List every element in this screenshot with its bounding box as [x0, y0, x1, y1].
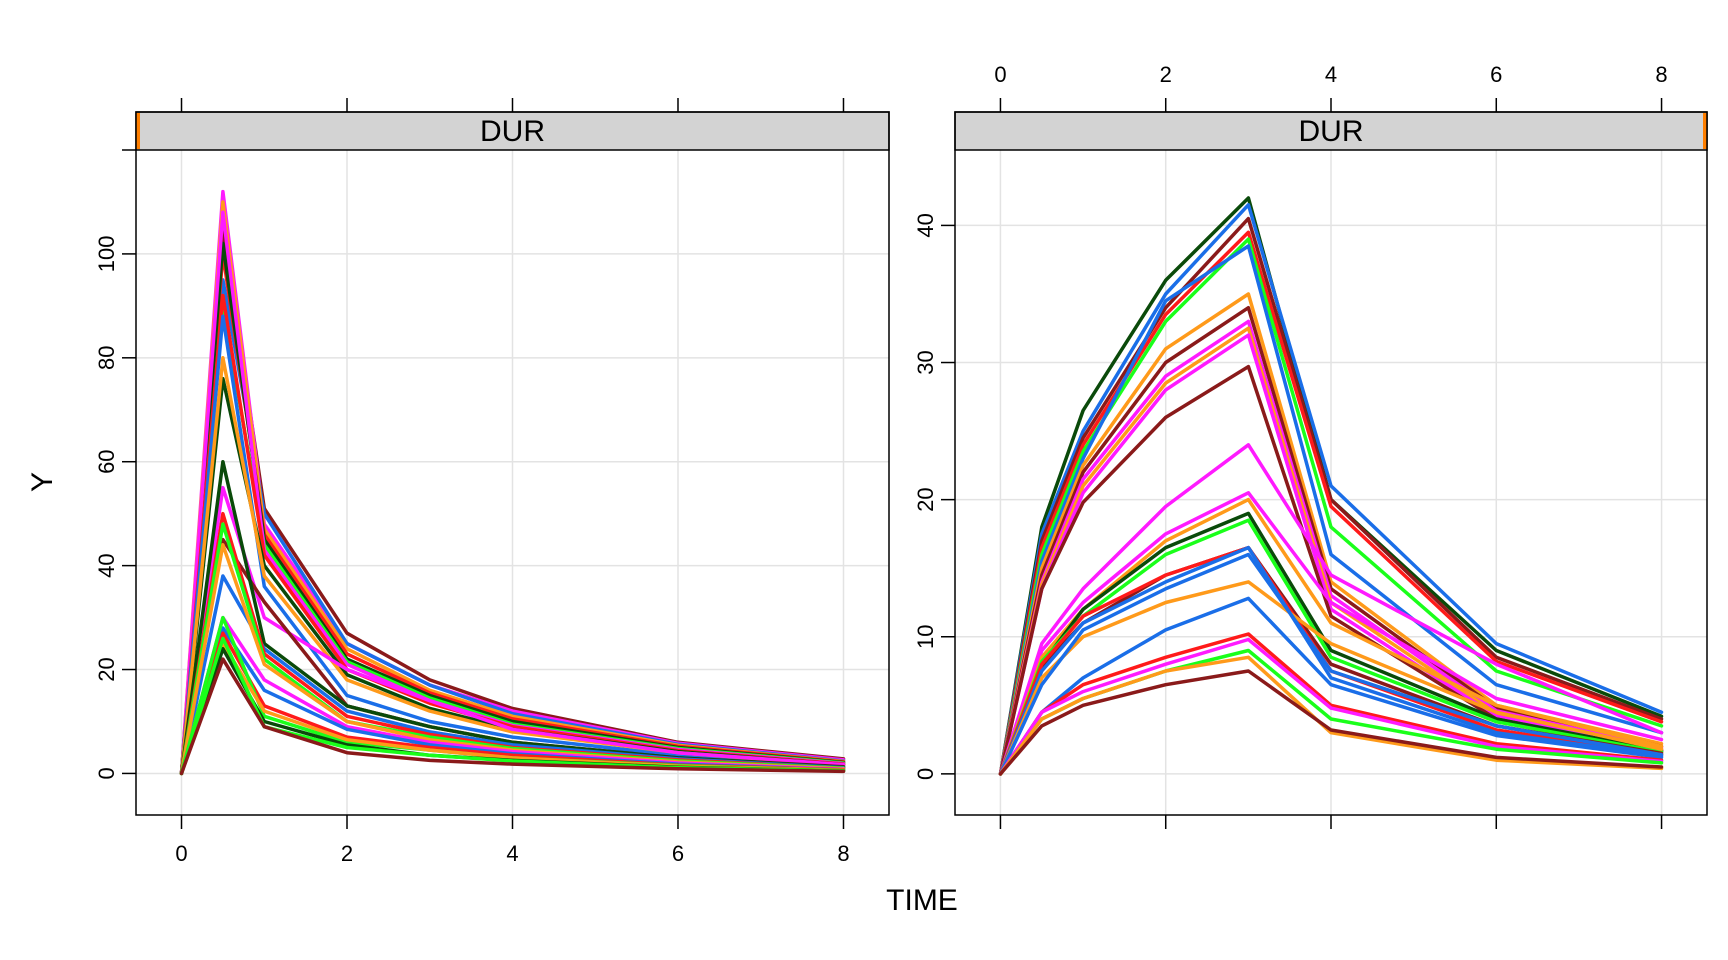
series-line [998, 669, 1664, 776]
series-line [998, 497, 1664, 776]
x-tick-label: 6 [672, 841, 684, 866]
series-line [998, 244, 1664, 776]
y-tick-label: 60 [94, 449, 119, 473]
y-tick-label: 20 [913, 487, 938, 511]
y-tick-label: 40 [94, 553, 119, 577]
series-line [998, 552, 1664, 776]
x-tick-label: 6 [1490, 62, 1502, 87]
y-tick-label: 10 [913, 625, 938, 649]
series-line [179, 485, 846, 776]
series-line [998, 326, 1664, 776]
y-tick-label: 0 [913, 768, 938, 780]
series-line [998, 580, 1664, 776]
x-tick-label: 4 [1325, 62, 1337, 87]
series-line [998, 491, 1664, 776]
series-line [998, 655, 1664, 776]
x-tick-label: 8 [1655, 62, 1667, 87]
x-tick-label: 2 [1160, 62, 1172, 87]
strip-label: DUR [1299, 115, 1364, 148]
series-line [998, 305, 1664, 776]
panel-2: DUR 0 2 4 6 8 0 10 20 30 40 [913, 62, 1708, 829]
series-line [998, 443, 1664, 776]
y-tick-label: 100 [94, 236, 119, 273]
x-tick-label: 4 [506, 841, 518, 866]
y-tick-label: 80 [94, 346, 119, 370]
y-axis-title: Y [26, 472, 59, 492]
x-tick-label: 8 [837, 841, 849, 866]
series-line [998, 292, 1664, 776]
series-line [179, 657, 846, 776]
series-line [998, 237, 1664, 776]
y-tick-label: 20 [94, 657, 119, 681]
y-tick-label: 40 [913, 213, 938, 237]
series-line [998, 545, 1664, 776]
series-line [998, 196, 1664, 776]
x-tick-label: 0 [175, 841, 187, 866]
x-axis-title: TIME [886, 884, 958, 917]
series-line [998, 545, 1664, 776]
series-line [998, 216, 1664, 776]
y-tick-label: 30 [913, 350, 938, 374]
strip-level-marker [1703, 113, 1707, 149]
series-line [179, 314, 846, 776]
strip-label: DUR [480, 115, 545, 148]
strip-level-marker [136, 113, 140, 149]
x-tick-label: 0 [994, 62, 1006, 87]
series-line [998, 203, 1664, 776]
series-line [998, 637, 1664, 776]
x-tick-label: 2 [341, 841, 353, 866]
y-tick-label: 0 [94, 767, 119, 779]
